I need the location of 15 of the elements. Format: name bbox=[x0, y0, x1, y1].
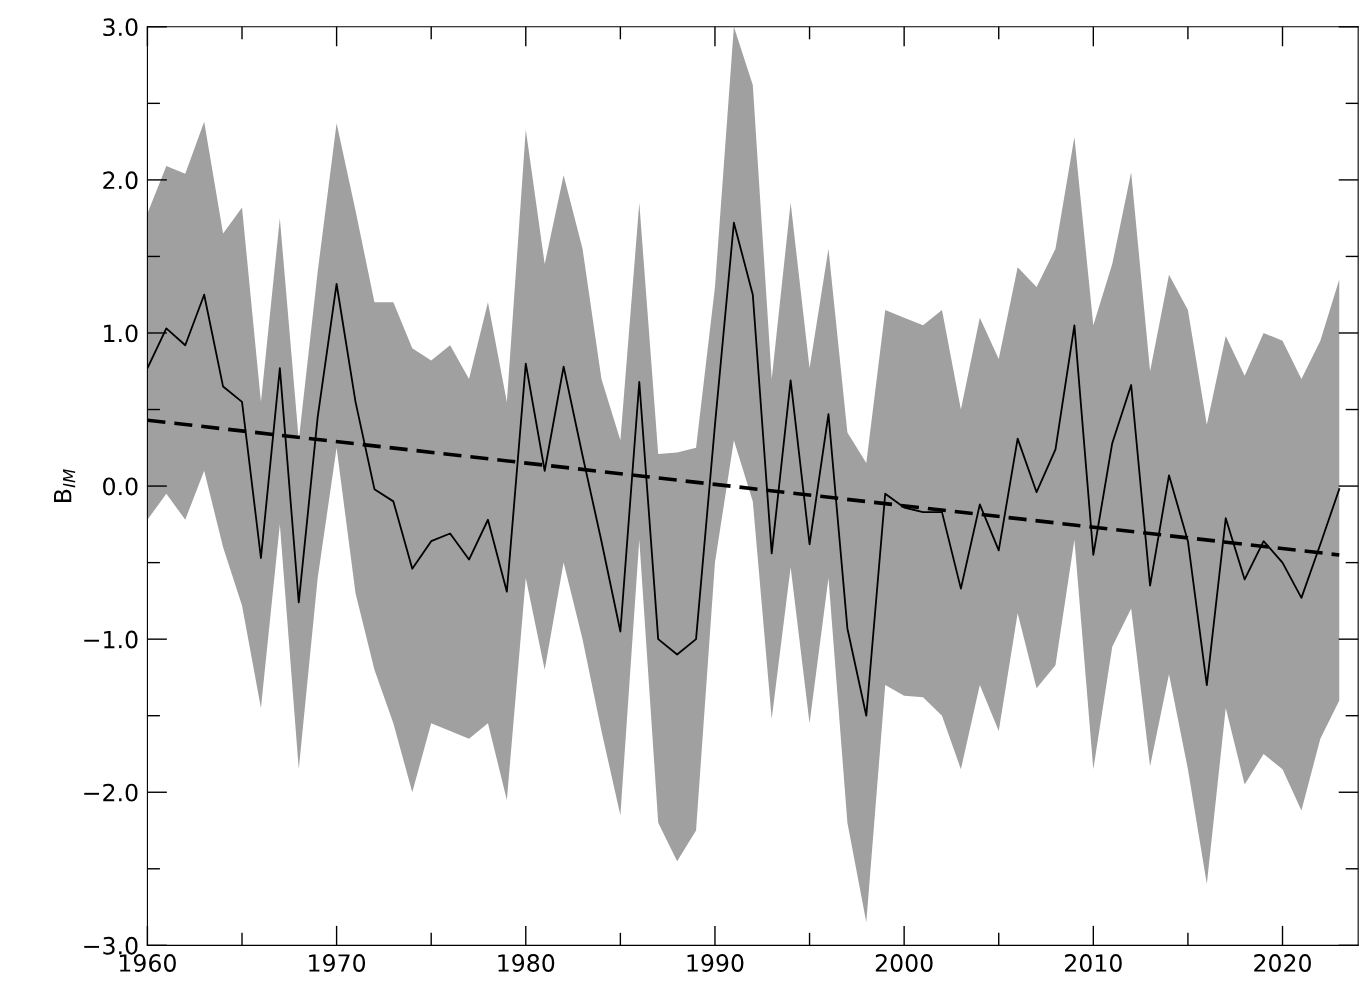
y-tick-label: 0.0 bbox=[103, 477, 138, 496]
x-tick-label: 1970 bbox=[309, 954, 366, 972]
y-tick-label: 3.0 bbox=[103, 18, 138, 37]
x-tick-label: 1960 bbox=[119, 954, 176, 972]
y-tick-label: 1.0 bbox=[104, 324, 138, 343]
y-tick-label: −1.0 bbox=[84, 630, 138, 649]
x-tick-label: 2000 bbox=[875, 954, 933, 972]
y-tick-label: −3.0 bbox=[84, 936, 138, 955]
x-tick-label: 1990 bbox=[687, 954, 744, 972]
y-axis-title: B$_{IM}$ bbox=[54, 469, 76, 502]
x-tick-label: 2020 bbox=[1254, 954, 1311, 972]
x-tick-label: 2010 bbox=[1065, 954, 1122, 972]
y-tick-label: −2.0 bbox=[84, 783, 138, 802]
y-tick-label: 2.0 bbox=[103, 171, 138, 190]
x-tick-label: 1980 bbox=[498, 954, 555, 972]
